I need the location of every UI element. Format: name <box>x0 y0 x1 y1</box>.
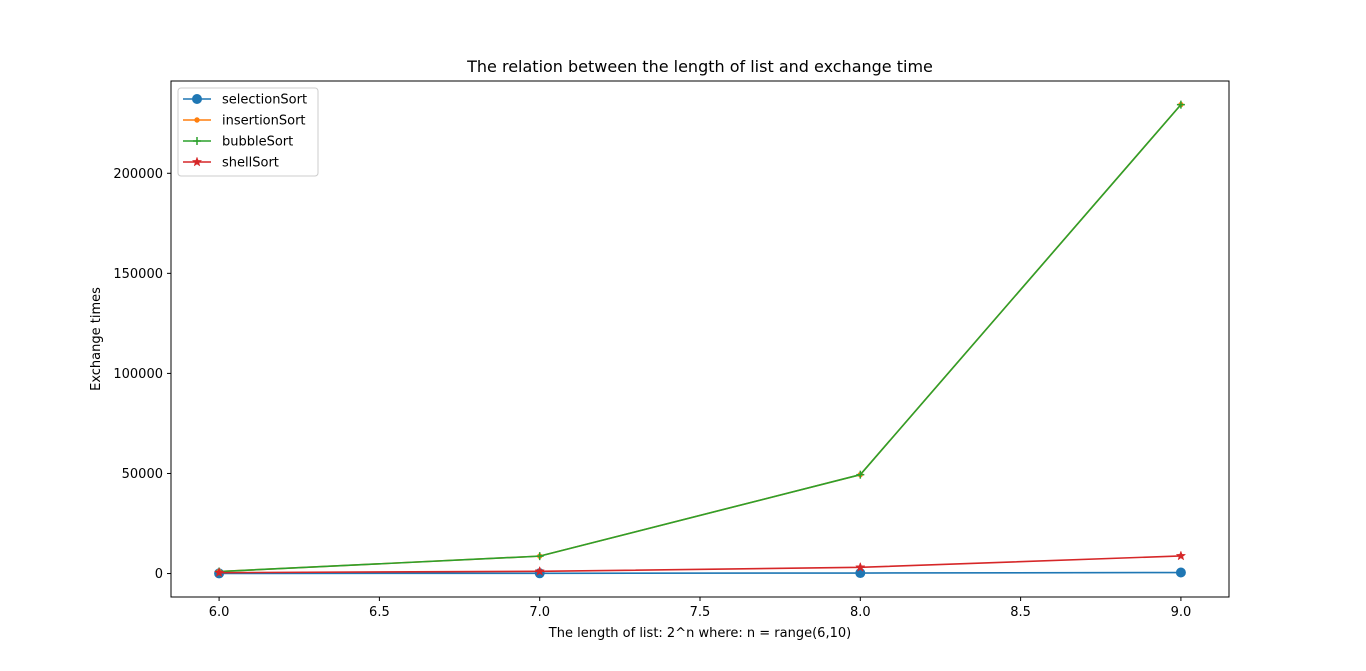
x-tick-label: 7.5 <box>690 605 711 620</box>
legend: selectionSort insertionSort bubbleSort shel… <box>177 87 319 177</box>
plot-area: 6.0 6.5 7.0 7.5 8.0 8.5 9.0 0 50000 100000 150000 2… <box>113 80 1230 620</box>
legend-marker-selectionSort <box>192 94 202 104</box>
data-point-shellSort <box>213 567 225 578</box>
y-tick-label: 200000 <box>113 167 163 182</box>
series-line-insertionSort <box>219 104 1182 573</box>
data-point-selectionSort <box>1175 567 1186 578</box>
y-tick-label: 150000 <box>113 267 163 282</box>
data-point-selectionSort <box>855 568 866 579</box>
data-point-shellSort <box>1175 550 1187 561</box>
series-line-selectionSort <box>219 571 1181 575</box>
x-tick-label: 6.0 <box>209 605 230 620</box>
data-point-bubbleSort <box>1176 100 1185 109</box>
x-tick-label: 8.0 <box>850 605 871 620</box>
x-axis-label: The length of list: 2^n where: n = range… <box>548 626 851 641</box>
legend-label-insertionSort: insertionSort <box>222 114 306 129</box>
chart-title: The relation between the length of list … <box>466 57 933 76</box>
x-tick-label: 8.5 <box>1010 605 1031 620</box>
y-tick-label: 100000 <box>113 367 163 382</box>
data-point-shellSort <box>534 565 545 576</box>
x-tick-label: 9.0 <box>1171 605 1192 620</box>
x-tick-label: 6.5 <box>369 605 390 620</box>
legend-marker-insertionSort <box>194 117 200 123</box>
plot-frame <box>170 80 1230 598</box>
legend-marker-bubbleSort <box>193 137 201 145</box>
legend-label-shellSort: shellSort <box>222 156 279 171</box>
data-point-bubbleSort <box>535 552 544 561</box>
y-axis-label: Exchange times <box>89 287 104 391</box>
series-line-shellSort <box>219 555 1181 574</box>
series-line-bubbleSort <box>219 104 1182 573</box>
legend-label-bubbleSort: bubbleSort <box>222 135 293 150</box>
data-point-bubbleSort <box>856 470 865 479</box>
y-tick-label: 0 <box>155 567 163 582</box>
legend-label-selectionSort: selectionSort <box>222 93 307 108</box>
legend-box <box>177 87 319 177</box>
data-point-shellSort <box>855 561 866 572</box>
y-tick-label: 50000 <box>122 467 163 482</box>
x-tick-label: 7.0 <box>529 605 550 620</box>
legend-marker-shellSort <box>191 156 203 167</box>
